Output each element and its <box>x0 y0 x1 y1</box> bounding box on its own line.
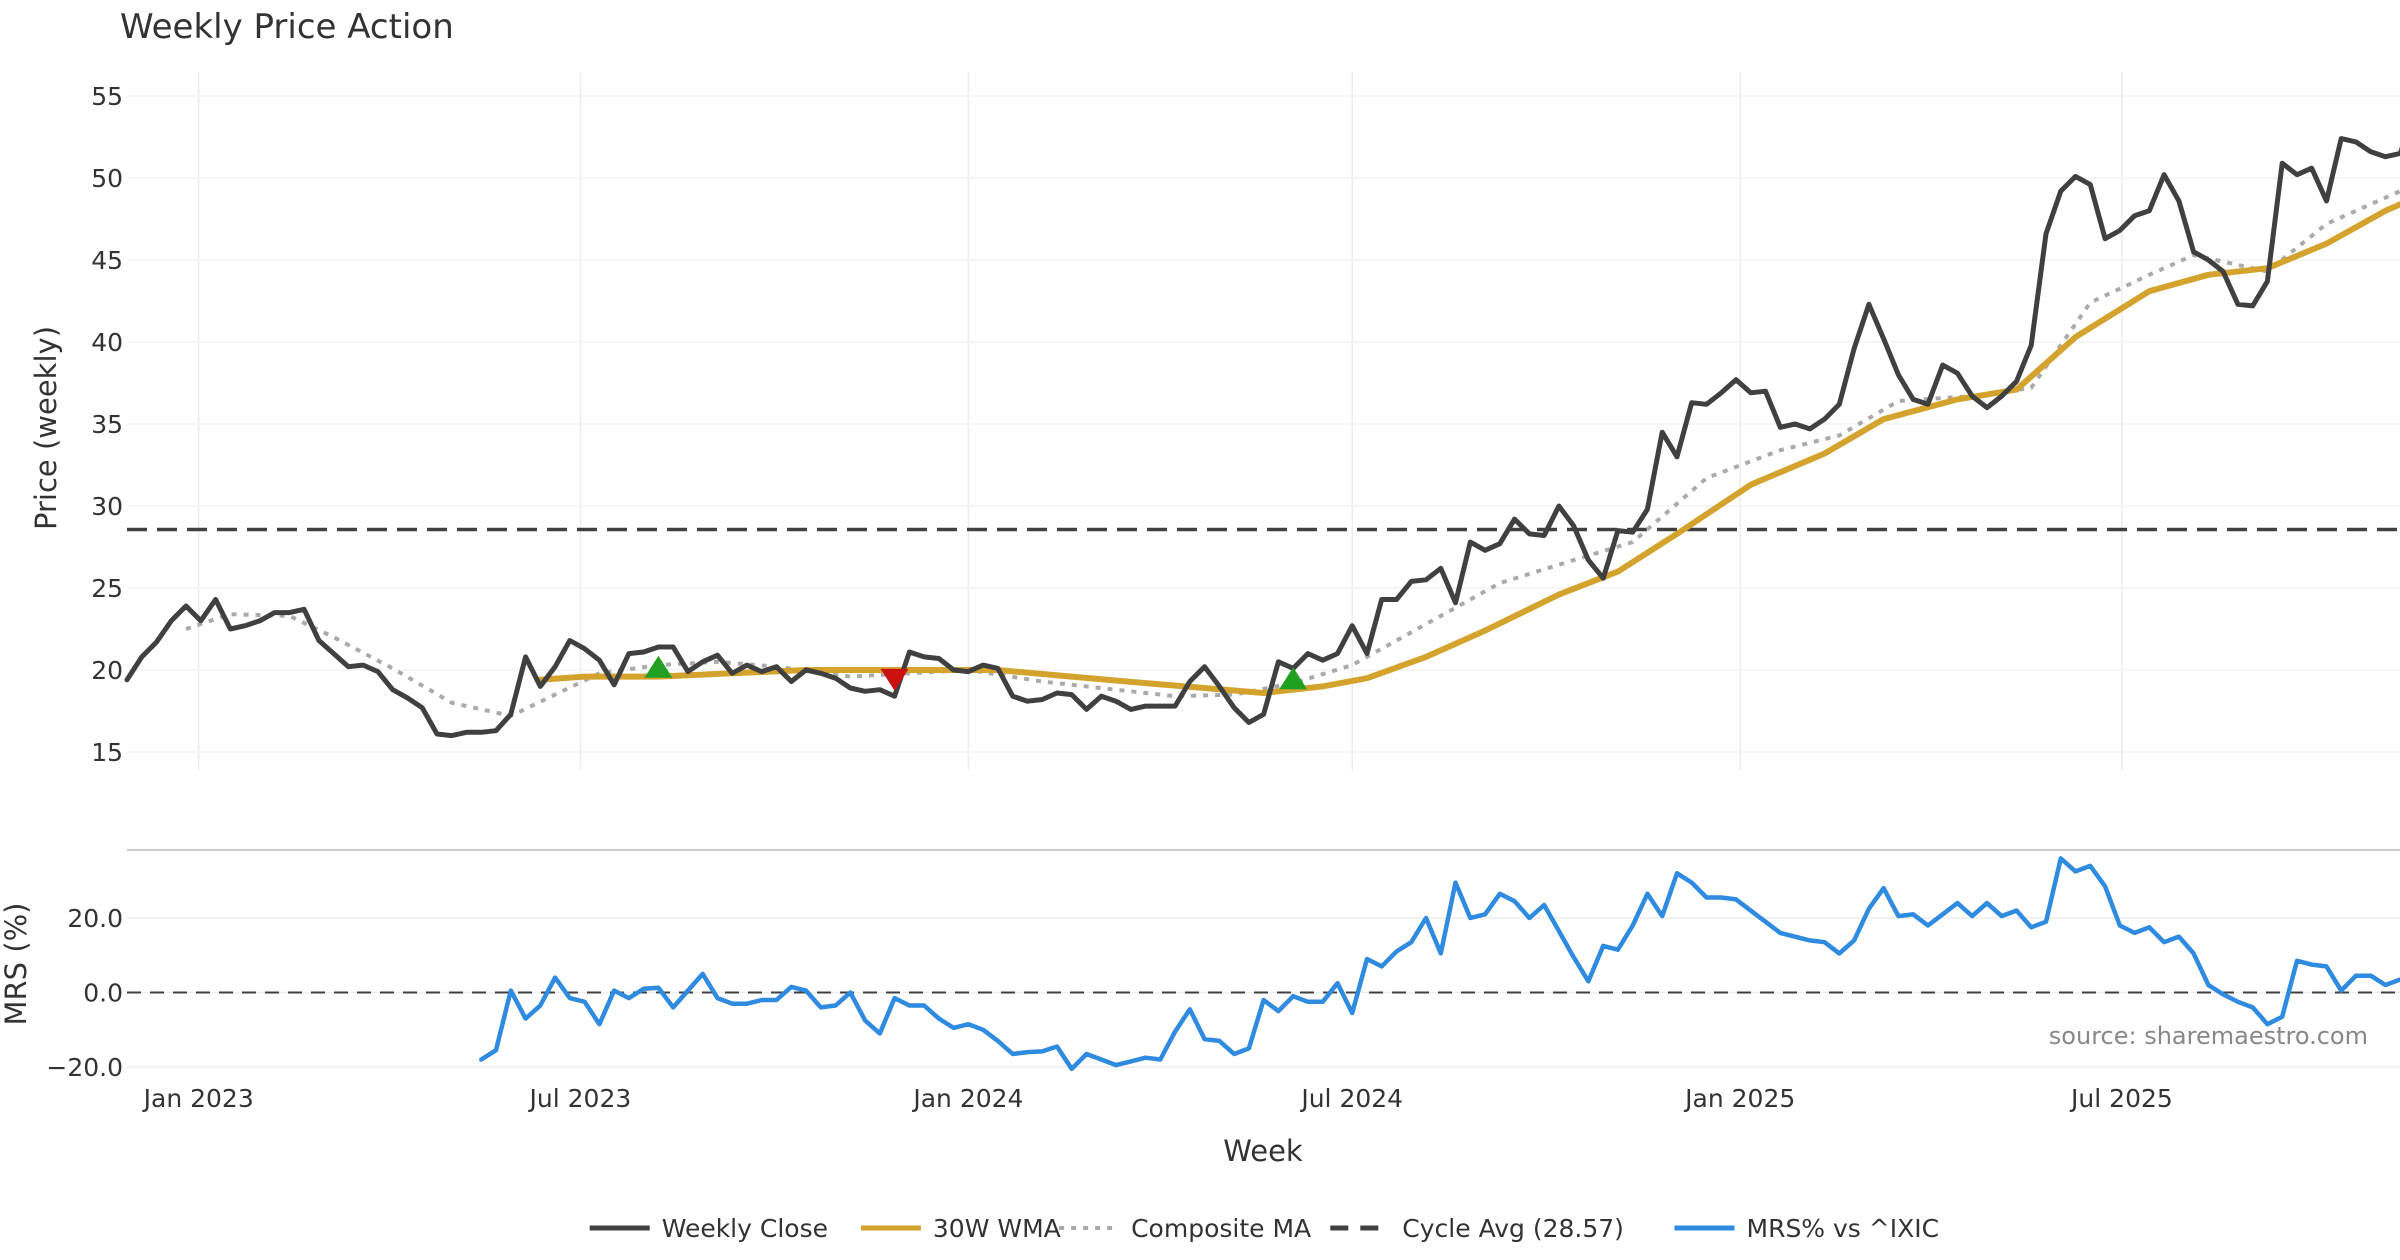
mrs-y-tick-20-0: −20.0 <box>46 1053 123 1082</box>
series-30w-wma <box>537 201 2400 696</box>
price-y-tick-25: 25 <box>91 574 123 603</box>
price-y-tick-20: 20 <box>91 656 123 685</box>
series-composite-ma <box>185 189 2400 718</box>
legend-label-cycle-avg-28-57: Cycle Avg (28.57) <box>1402 1214 1624 1243</box>
price-y-tick-55: 55 <box>91 82 123 111</box>
legend-label-composite-ma: Composite MA <box>1131 1214 1311 1243</box>
mrs-y-ticks: 20.0 0.0 −20.0 <box>46 904 123 1082</box>
price-y-tick-50: 50 <box>91 164 123 193</box>
price-y-ticks: 15 20 25 30 35 40 45 50 55 <box>91 82 123 767</box>
buy-signal-marker-1 <box>644 655 673 678</box>
x-tick-jan-2024: Jan 2024 <box>911 1084 1023 1113</box>
legend-label-mrs-vs-ixic: MRS% vs ^IXIC <box>1747 1214 1940 1243</box>
price-y-tick-15: 15 <box>91 738 123 767</box>
legend-label-weekly-close: Weekly Close <box>662 1214 828 1243</box>
legend-item-mrs-vs-ixic: MRS% vs ^IXIC <box>1674 1214 1940 1243</box>
chart-title: Weekly Price Action <box>120 7 454 47</box>
price-panel-grid <box>127 72 2400 770</box>
legend-label-30w-wma: 30W WMA <box>933 1214 1061 1243</box>
x-axis-ticks: Jan 2023 Jul 2023 Jan 2024 Jul 2024 Jan 2025… <box>142 1084 2173 1113</box>
x-tick-jan-2023: Jan 2023 <box>142 1084 254 1113</box>
chart-legend: Weekly Close 30W WMA Composite MA Cycle Avg… <box>589 1214 1940 1243</box>
price-y-tick-35: 35 <box>91 410 123 439</box>
legend-item-composite-ma: Composite MA <box>1059 1214 1311 1243</box>
mrs-series <box>479 856 2400 1072</box>
x-tick-jan-2025: Jan 2025 <box>1683 1084 1795 1113</box>
price-y-axis-label: Price (weekly) <box>29 326 63 530</box>
x-tick-jul-2025: Jul 2025 <box>2069 1084 2173 1113</box>
mrs-y-axis-label: MRS (%) <box>0 903 33 1026</box>
legend-item-weekly-close: Weekly Close <box>589 1214 828 1243</box>
source-note: source: sharemaestro.com <box>2049 1022 2368 1050</box>
price-y-tick-40: 40 <box>91 328 123 357</box>
x-tick-jul-2023: Jul 2023 <box>528 1084 632 1113</box>
price-y-tick-30: 30 <box>91 492 123 521</box>
buy-signal-marker-3 <box>1279 667 1308 690</box>
x-tick-jul-2024: Jul 2024 <box>1299 1084 1403 1113</box>
series-weekly-close <box>124 136 2400 739</box>
x-axis-label: Week <box>1223 1134 1303 1168</box>
mrs-y-tick-20-0: 20.0 <box>67 904 123 933</box>
trade-signals <box>644 655 1308 691</box>
sell-signal-marker-2 <box>880 668 909 691</box>
legend-item-cycle-avg-28-57: Cycle Avg (28.57) <box>1330 1214 1624 1243</box>
price-series <box>124 136 2400 739</box>
mrs-y-tick-0-0: 0.0 <box>83 979 123 1008</box>
price-y-tick-45: 45 <box>91 246 123 275</box>
legend-item-30w-wma: 30W WMA <box>860 1214 1061 1243</box>
series-mrs-vs-ixic <box>479 856 2400 1072</box>
